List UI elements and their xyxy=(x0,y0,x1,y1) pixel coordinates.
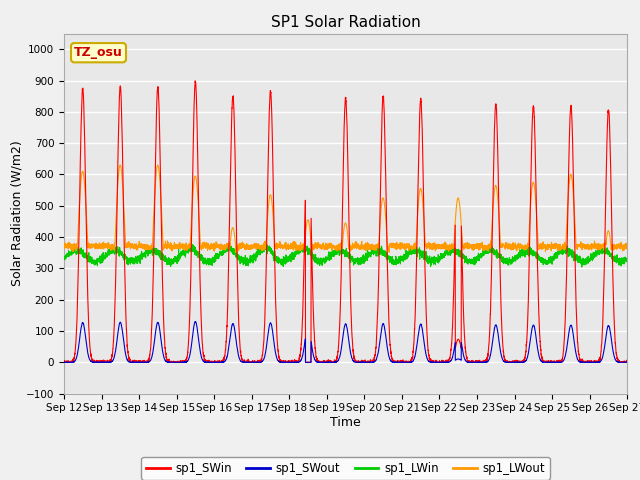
Legend: sp1_SWin, sp1_SWout, sp1_LWin, sp1_LWout: sp1_SWin, sp1_SWout, sp1_LWin, sp1_LWout xyxy=(141,457,550,480)
Title: SP1 Solar Radiation: SP1 Solar Radiation xyxy=(271,15,420,30)
Text: TZ_osu: TZ_osu xyxy=(74,46,123,59)
X-axis label: Time: Time xyxy=(330,416,361,429)
Y-axis label: Solar Radiation (W/m2): Solar Radiation (W/m2) xyxy=(10,141,23,287)
